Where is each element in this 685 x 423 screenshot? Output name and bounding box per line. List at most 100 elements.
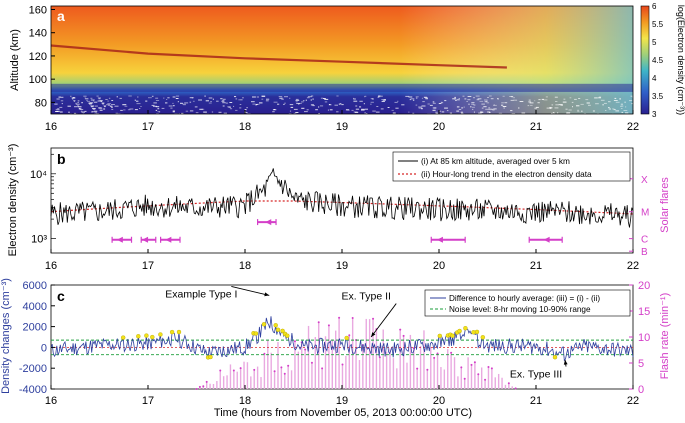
heatmap-cell	[484, 99, 488, 101]
heatmap-cell	[295, 98, 299, 100]
solar-flare-peak	[142, 236, 149, 243]
solar-flare-class-label: M	[641, 208, 649, 219]
detected-peak-marker	[463, 326, 468, 331]
x-tick-label-c: 18	[239, 395, 251, 407]
flash-rate-point	[426, 368, 429, 371]
heatmap-cell	[55, 111, 58, 112]
flash-rate-point	[490, 367, 493, 370]
heatmap-cell	[438, 110, 442, 112]
right-axis-label-b: Solar flares	[659, 177, 671, 233]
heatmap-cell	[355, 105, 358, 107]
heatmap-cell	[280, 97, 284, 99]
heatmap-cell	[592, 110, 595, 112]
heatmap-cell	[153, 105, 157, 107]
heatmap-cell	[239, 107, 242, 109]
y-tick-label-c: 2000	[23, 322, 47, 334]
heatmap-cell	[375, 111, 380, 113]
shared-axis-labels: Time (hours from November 05, 2013 00:00…	[214, 407, 472, 419]
heatmap-cell	[73, 112, 77, 114]
heatmap-cell	[412, 99, 415, 101]
heatmap-cell	[145, 100, 148, 102]
heatmap-cell	[117, 113, 121, 114]
heatmap-cell	[210, 101, 212, 103]
heatmap-cell	[107, 103, 111, 104]
detected-peak-marker	[552, 355, 558, 360]
right-tick-label-c: 20	[638, 280, 650, 292]
heatmap-cell	[283, 103, 285, 105]
heatmap-cell	[418, 106, 422, 108]
heatmap-cell	[492, 109, 495, 111]
heatmap-cell	[624, 101, 626, 103]
heatmap-cell	[235, 109, 238, 111]
heatmap-cell	[298, 104, 300, 105]
heatmap-cell	[449, 112, 452, 114]
heatmap-cell	[54, 103, 58, 105]
heatmap-cell	[493, 108, 497, 110]
heatmap-cell	[538, 99, 541, 101]
x-tick-label-a: 17	[142, 121, 154, 133]
heatmap-cell	[621, 111, 624, 113]
heatmap-cell	[136, 103, 141, 105]
colorbar-label: log(Electron density (cm⁻³))	[676, 5, 685, 115]
heatmap-cell	[85, 98, 89, 100]
heatmap-cell	[189, 97, 194, 99]
series-85km	[50, 168, 634, 228]
heatmap-cell	[534, 100, 536, 102]
heatmap-cell	[198, 99, 202, 101]
heatmap-cell	[608, 107, 610, 109]
heatmap-cell	[90, 106, 94, 108]
heatmap-cell	[306, 97, 310, 99]
heatmap-cell	[444, 100, 447, 102]
heatmap-cell	[261, 95, 266, 97]
heatmap-cell	[265, 100, 269, 102]
heatmap-cell	[71, 97, 74, 99]
heatmap-cell	[452, 98, 457, 100]
heatmap-cell	[244, 109, 247, 111]
heatmap-cell	[423, 96, 427, 98]
heatmap-cell	[203, 111, 207, 113]
heatmap-cell	[255, 104, 258, 105]
heatmap-cell	[354, 111, 359, 113]
heatmap-cell	[58, 96, 61, 98]
heatmap-cell	[195, 112, 199, 114]
heatmap-cell	[312, 104, 314, 106]
heatmap-cell	[279, 97, 282, 99]
heatmap-cell	[201, 108, 205, 110]
heatmap-cell	[380, 95, 383, 97]
heatmap-cell	[172, 110, 175, 112]
heatmap-cell	[166, 99, 168, 100]
heatmap-cell	[289, 97, 291, 99]
heatmap-cell	[464, 98, 467, 100]
flash-rate-point	[487, 366, 490, 369]
heatmap-cell	[488, 107, 491, 109]
heatmap-cell	[81, 111, 85, 113]
heatmap-cell	[59, 106, 63, 108]
heatmap-cell	[184, 102, 189, 104]
heatmap-cell	[165, 102, 168, 104]
heatmap-cell	[578, 98, 581, 99]
heatmap-cell	[461, 107, 464, 109]
y-tick-label-b: 10⁴	[30, 169, 47, 181]
flash-rate-point	[484, 378, 487, 381]
heatmap-cell	[415, 104, 418, 106]
heatmap-cell	[172, 111, 175, 113]
heatmap-cell	[631, 103, 633, 105]
heatmap-cell	[61, 103, 63, 105]
heatmap-cell	[284, 96, 288, 98]
heatmap-cell	[92, 100, 94, 102]
heatmap-cell	[338, 103, 341, 105]
heatmap-cell	[484, 101, 487, 103]
heatmap-cell	[378, 96, 381, 98]
heatmap-cell	[613, 109, 616, 111]
x-tick-label-c: 21	[530, 395, 542, 407]
heatmap-cell	[497, 98, 499, 100]
heatmap-cell	[161, 107, 165, 109]
x-tick-label-a: 18	[239, 121, 251, 133]
heatmap-cell	[189, 101, 192, 103]
heatmap-cell	[155, 97, 159, 99]
flash-rate-point	[283, 372, 286, 375]
heatmap-cell	[409, 99, 412, 101]
heatmap-cell	[355, 108, 360, 110]
heatmap-cell	[115, 112, 118, 114]
heatmap-cell	[89, 103, 92, 105]
